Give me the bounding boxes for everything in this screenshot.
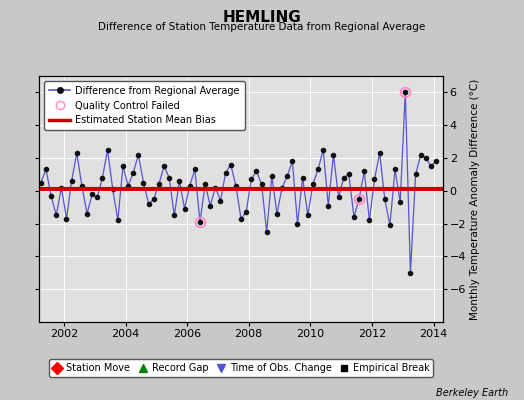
Text: Berkeley Earth: Berkeley Earth [436, 388, 508, 398]
Text: Difference of Station Temperature Data from Regional Average: Difference of Station Temperature Data f… [99, 22, 425, 32]
Legend: Station Move, Record Gap, Time of Obs. Change, Empirical Break: Station Move, Record Gap, Time of Obs. C… [49, 359, 433, 377]
Legend: Difference from Regional Average, Quality Control Failed, Estimated Station Mean: Difference from Regional Average, Qualit… [44, 81, 245, 130]
Text: HEMLING: HEMLING [223, 10, 301, 25]
Y-axis label: Monthly Temperature Anomaly Difference (°C): Monthly Temperature Anomaly Difference (… [471, 78, 481, 320]
